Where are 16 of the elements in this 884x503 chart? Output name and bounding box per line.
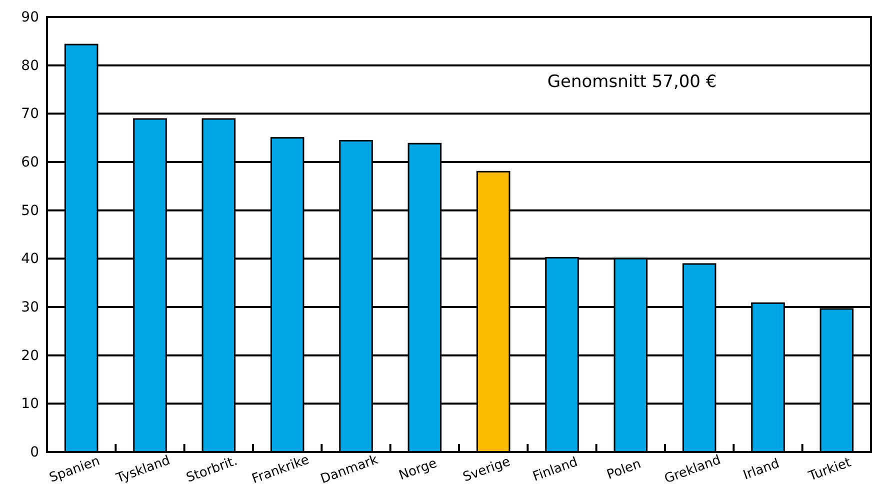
y-tick-label: 20 — [21, 348, 39, 364]
annotation: Genomsnitt 57,00 € — [547, 72, 717, 92]
y-tick-label: 0 — [30, 444, 39, 460]
x-tick-label: Sverige — [461, 454, 512, 486]
x-tick-label: Polen — [604, 456, 644, 483]
y-tick-label: 10 — [21, 396, 39, 412]
y-tick-label: 80 — [21, 58, 39, 74]
x-tick-label: Irland — [741, 456, 782, 484]
y-tick-label: 70 — [21, 106, 39, 122]
y-tick-label: 90 — [21, 9, 39, 26]
x-tick-label: Turkiet — [806, 455, 854, 485]
y-tick-label: 30 — [21, 299, 39, 316]
y-tick-label: 50 — [21, 202, 39, 219]
y-tick-label: 40 — [21, 251, 39, 268]
x-tick-label: Norge — [397, 456, 439, 484]
y-tick-label: 60 — [21, 154, 39, 170]
